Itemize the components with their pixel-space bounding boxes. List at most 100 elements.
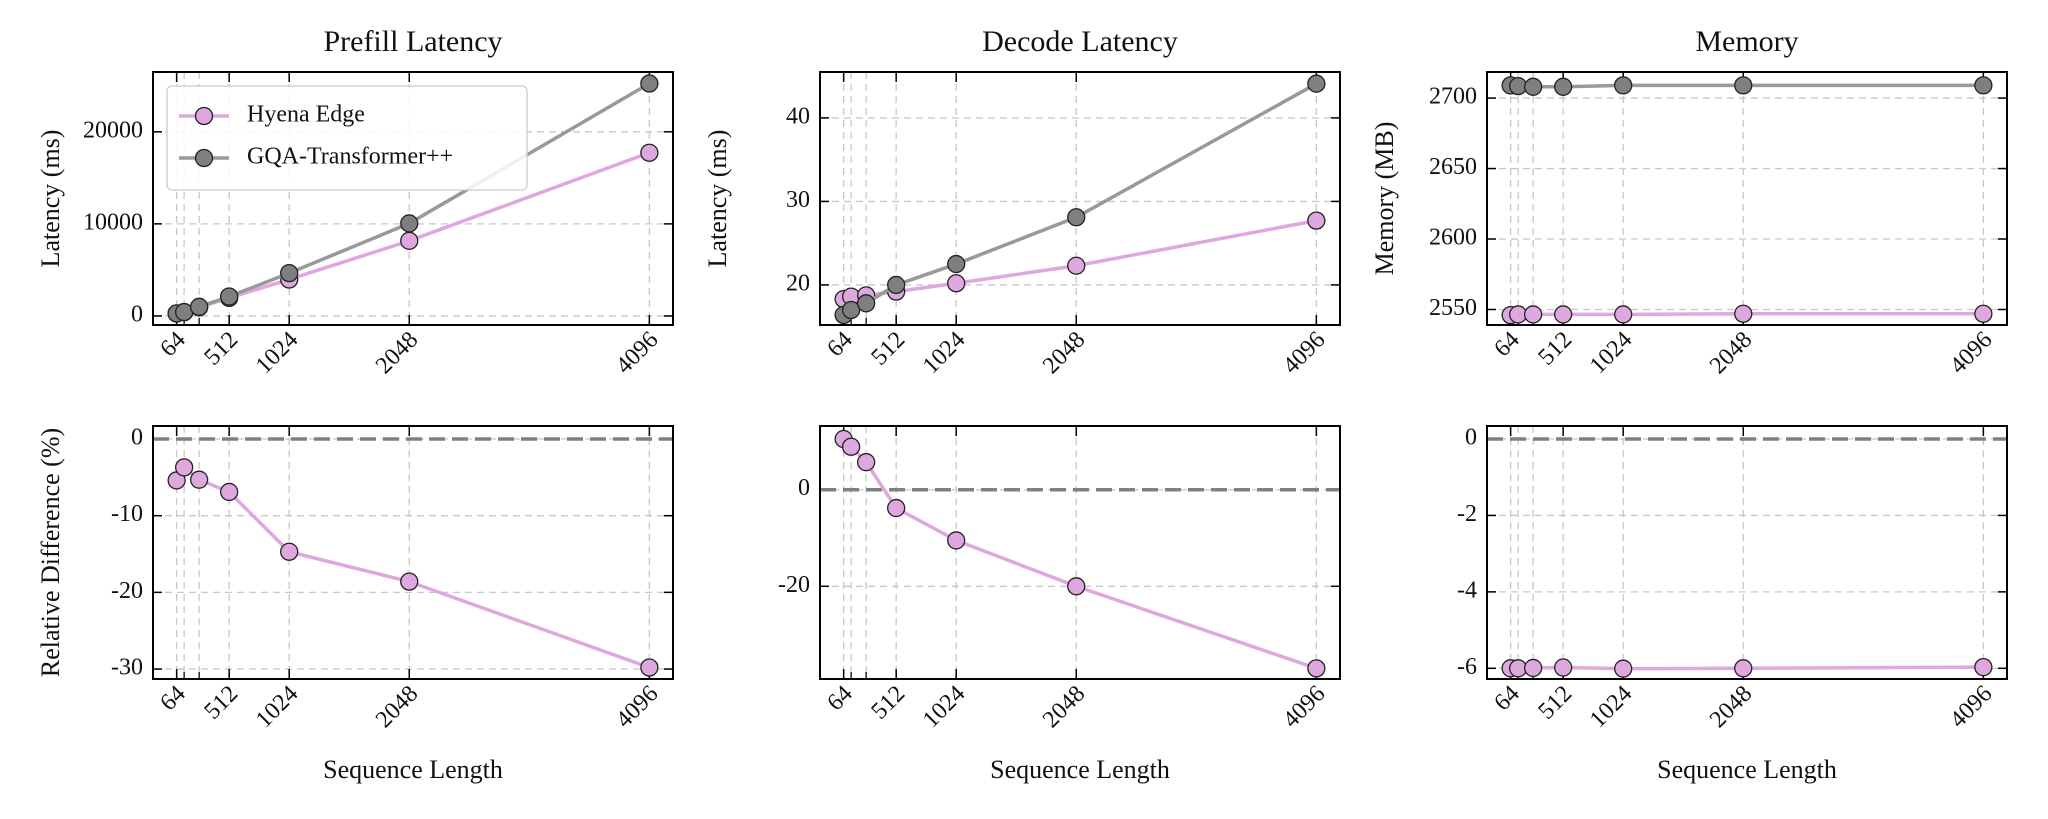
y-tick-label: 10000 — [83, 209, 143, 235]
series-line — [175, 464, 650, 670]
x-axis-label: Sequence Length — [323, 755, 503, 784]
data-point — [1523, 658, 1543, 678]
y-axis-label: Relative Difference (%) — [36, 428, 65, 677]
data-point — [841, 437, 861, 456]
y-tick-label: -2 — [1457, 501, 1477, 527]
data-point — [1307, 659, 1326, 678]
data-point — [947, 274, 966, 293]
y-tick-label: 0 — [1465, 424, 1477, 450]
data-point — [1614, 76, 1633, 95]
data-point — [189, 297, 209, 316]
data-point — [640, 658, 659, 677]
data-point — [640, 74, 659, 93]
subplot-title: Prefill Latency — [323, 25, 502, 58]
x-tick-label: 2048 — [371, 681, 423, 733]
y-tick-label: 2550 — [1429, 295, 1477, 321]
data-point — [1614, 659, 1633, 678]
data-point — [1067, 208, 1086, 227]
x-tick-label: 512 — [866, 327, 910, 371]
data-point — [841, 300, 861, 320]
y-tick-label: 20000 — [83, 117, 143, 143]
data-point — [220, 287, 239, 306]
subplot: -30 -20 -10 0 64 512 1024 2048 4096 Sequence Leng… — [36, 425, 674, 784]
x-tick-label: 4096 — [611, 681, 663, 733]
data-point — [1974, 304, 1993, 323]
plot-frame — [1486, 71, 2008, 326]
data-point — [174, 458, 194, 477]
data-point — [189, 470, 209, 489]
x-tick-label: 2048 — [1038, 681, 1090, 733]
x-tick-label: 512 — [1533, 681, 1577, 725]
data-point — [887, 498, 906, 518]
legend-label: Hyena Edge — [247, 102, 365, 128]
x-tick-label: 4096 — [1278, 327, 1330, 379]
legend-marker — [194, 106, 214, 126]
x-tick-label: 64 — [1489, 327, 1524, 362]
subplot: 0 10000 20000 64 512 1024 2048 4096 Prefill Late… — [36, 25, 674, 379]
data-point — [280, 542, 299, 561]
y-tick-label: 40 — [786, 103, 810, 129]
y-tick-label: 2600 — [1429, 225, 1477, 251]
data-point — [220, 482, 239, 502]
subplot-title: Decode Latency — [982, 25, 1178, 58]
data-point — [1523, 305, 1543, 324]
data-point — [1734, 76, 1753, 95]
y-tick-label: 2650 — [1429, 154, 1477, 180]
y-tick-label: -30 — [111, 655, 143, 681]
x-tick-label: 512 — [199, 681, 243, 725]
subplot: 20 30 40 64 512 1024 2048 4096 Decode Latency Lat… — [703, 25, 1341, 379]
x-tick-label: 4096 — [1278, 681, 1330, 733]
x-tick-label: 1024 — [1585, 681, 1637, 733]
plot-frame — [1486, 425, 2008, 680]
data-point — [640, 143, 659, 162]
subplot-title: Memory — [1695, 25, 1798, 58]
y-tick-label: -10 — [111, 501, 143, 527]
data-point — [1554, 77, 1573, 96]
y-tick-label: 20 — [786, 270, 810, 296]
data-point — [1974, 76, 1993, 95]
x-axis-label: Sequence Length — [990, 755, 1170, 784]
x-tick-label: 4096 — [1945, 681, 1997, 733]
y-axis-label: Latency (ms) — [36, 130, 65, 268]
data-point — [400, 231, 419, 250]
x-tick-label: 64 — [155, 327, 190, 362]
x-axis-label: Sequence Length — [1657, 755, 1837, 784]
data-point — [1067, 577, 1086, 596]
data-point — [887, 275, 906, 295]
y-tick-label: 0 — [131, 301, 143, 327]
y-tick-label: -20 — [111, 578, 143, 604]
x-tick-label: 64 — [155, 681, 190, 716]
legend-label: GQA-Transformer++ — [247, 144, 453, 170]
y-tick-label: 30 — [786, 187, 810, 213]
x-tick-label: 512 — [866, 681, 910, 725]
data-point — [1554, 305, 1573, 324]
y-tick-label: 0 — [798, 475, 810, 501]
x-tick-label: 1024 — [1585, 327, 1637, 379]
x-tick-label: 2048 — [1705, 327, 1757, 379]
data-point — [1307, 211, 1326, 230]
x-tick-label: 2048 — [1038, 327, 1090, 379]
x-tick-label: 1024 — [918, 327, 970, 379]
x-tick-label: 512 — [1533, 327, 1577, 371]
subplot: 2550 2600 2650 2700 64 512 1024 2048 4096 Memory M… — [1370, 25, 2008, 379]
series-line — [842, 437, 1317, 671]
x-tick-label: 64 — [822, 327, 857, 362]
legend-frame — [166, 85, 528, 191]
data-point — [856, 294, 876, 313]
data-point — [400, 214, 419, 233]
x-tick-label: 2048 — [371, 327, 423, 379]
x-tick-label: 64 — [1489, 681, 1524, 716]
data-point — [1554, 658, 1573, 677]
data-point — [1734, 659, 1753, 678]
plot-frame — [152, 425, 674, 680]
x-tick-label: 1024 — [251, 681, 303, 733]
data-point — [947, 254, 966, 274]
subplot: -6 -4 -2 0 64 512 1024 2048 4096 Sequence Length — [1457, 424, 2008, 784]
data-point — [1307, 74, 1326, 93]
data-point — [1974, 658, 1993, 677]
data-point — [1523, 77, 1543, 96]
data-point — [400, 572, 419, 591]
x-tick-label: 64 — [822, 681, 857, 716]
x-tick-label: 1024 — [251, 327, 303, 379]
subplot: -20 0 64 512 1024 2048 4096 Sequence Length — [778, 425, 1341, 784]
